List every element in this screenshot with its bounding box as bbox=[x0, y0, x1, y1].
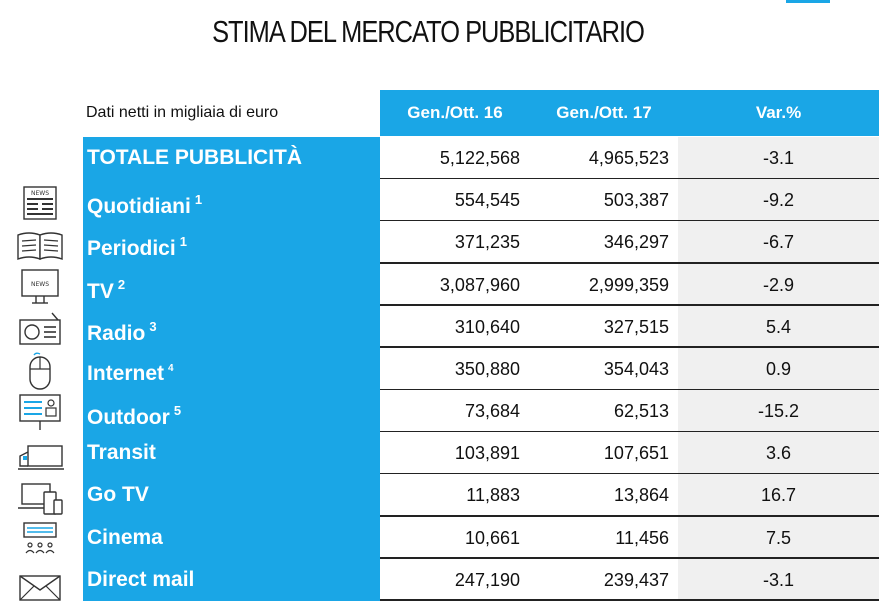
row-divider bbox=[380, 557, 879, 559]
table-row-quotidiani: Quotidiani 1 554,545 503,387 -9.2 bbox=[83, 179, 879, 222]
value-var: 7.5 bbox=[765, 527, 792, 548]
value-gen-ott-16: 554,545 bbox=[454, 190, 520, 211]
table-row-tv: TV 2 3,087,960 2,999,359 -2.9 bbox=[83, 264, 879, 306]
value-gen-ott-17: 13,864 bbox=[613, 485, 669, 506]
newspaper-icon: NEWS bbox=[23, 186, 57, 220]
row-divider bbox=[380, 515, 879, 517]
table-row-internet: Internet 4 350,880 354,043 0.9 bbox=[83, 348, 879, 391]
row-label: Transit bbox=[87, 441, 156, 465]
row-divider bbox=[380, 388, 879, 391]
open-magazine-icon bbox=[17, 232, 63, 260]
column-header-gen-ott-17: Gen./Ott. 17 bbox=[556, 103, 652, 122]
row-divider bbox=[380, 346, 879, 348]
value-gen-ott-16: 10,661 bbox=[464, 527, 520, 548]
row-label: Go TV bbox=[87, 483, 149, 507]
value-gen-ott-17: 346,297 bbox=[603, 232, 669, 253]
value-var: 5.4 bbox=[765, 316, 792, 337]
footnote-marker: 2 bbox=[117, 276, 126, 292]
value-gen-ott-17: 327,515 bbox=[603, 316, 669, 337]
value-var: 3.6 bbox=[765, 443, 792, 464]
envelope-icon bbox=[19, 575, 61, 601]
row-label: TV 2 bbox=[87, 276, 126, 303]
svg-text:NEWS: NEWS bbox=[31, 190, 49, 197]
footnote-marker: 1 bbox=[179, 234, 187, 250]
table-row-totale: TOTALE PUBBLICITÀ 5,122,568 4,965,523 -3… bbox=[83, 137, 879, 180]
table-row-direct-mail: Direct mail 247,190 239,437 -3.1 bbox=[83, 559, 879, 601]
top-accent-bar bbox=[786, 0, 830, 3]
page-title: STIMA DEL MERCATO PUBBLICITARIO bbox=[212, 14, 645, 49]
value-gen-ott-17: 62,513 bbox=[613, 401, 669, 422]
footnote-marker: 1 bbox=[194, 192, 203, 208]
row-label: Periodici 1 bbox=[87, 234, 187, 261]
row-label: TOTALE PUBBLICITÀ bbox=[87, 146, 303, 169]
table-row-transit: Transit 103,891 107,651 3.6 bbox=[83, 432, 879, 475]
value-var: -3.1 bbox=[762, 569, 795, 590]
label-column-band bbox=[83, 137, 380, 601]
footnote-marker: 3 bbox=[149, 318, 157, 334]
svg-text:NEWS: NEWS bbox=[31, 281, 49, 288]
value-gen-ott-17: 354,043 bbox=[603, 358, 669, 379]
value-var: -15.2 bbox=[757, 401, 800, 422]
value-gen-ott-17: 107,651 bbox=[603, 443, 669, 464]
row-divider bbox=[380, 219, 879, 222]
row-label: Cinema bbox=[87, 525, 163, 549]
value-gen-ott-16: 371,235 bbox=[454, 232, 520, 253]
value-gen-ott-16: 3,087,960 bbox=[439, 274, 520, 295]
devices-icon bbox=[18, 483, 63, 515]
value-gen-ott-17: 503,387 bbox=[603, 190, 669, 211]
value-var: -3.1 bbox=[762, 148, 795, 168]
row-divider bbox=[380, 262, 879, 264]
row-divider bbox=[380, 599, 879, 601]
value-var: -9.2 bbox=[762, 190, 795, 211]
value-var: 16.7 bbox=[760, 485, 797, 506]
row-divider bbox=[380, 472, 879, 475]
row-label: Direct mail bbox=[87, 567, 195, 591]
value-gen-ott-17: 2,999,359 bbox=[588, 274, 669, 295]
bus-icon bbox=[18, 445, 64, 470]
value-gen-ott-16: 5,122,568 bbox=[439, 148, 520, 168]
table-row-radio: Radio 3 310,640 327,515 5.4 bbox=[83, 306, 879, 348]
value-gen-ott-16: 310,640 bbox=[454, 316, 520, 337]
value-gen-ott-17: 4,965,523 bbox=[588, 148, 669, 168]
table-row-go-tv: Go TV 11,883 13,864 16.7 bbox=[83, 474, 879, 517]
table-header-band bbox=[380, 90, 879, 136]
value-var: -2.9 bbox=[762, 274, 795, 295]
table-row-cinema: Cinema 10,661 11,456 7.5 bbox=[83, 517, 879, 559]
billboard-icon bbox=[19, 394, 61, 430]
column-header-gen-ott-16: Gen./Ott. 16 bbox=[407, 103, 503, 122]
value-gen-ott-16: 73,684 bbox=[464, 401, 520, 422]
table-row-outdoor: Outdoor 5 73,684 62,513 -15.2 bbox=[83, 390, 879, 433]
table-row-periodici: Periodici 1 371,235 346,297 -6.7 bbox=[83, 221, 879, 264]
row-label: Internet 4 bbox=[87, 361, 174, 385]
table-subtitle: Dati netti in migliaia di euro bbox=[86, 104, 279, 121]
footnote-marker: 5 bbox=[173, 403, 182, 419]
row-divider bbox=[380, 177, 879, 180]
tv-icon: NEWS bbox=[21, 269, 59, 304]
row-label: Quotidiani 1 bbox=[87, 192, 203, 219]
value-gen-ott-16: 103,891 bbox=[454, 443, 520, 464]
row-divider bbox=[380, 430, 879, 433]
mouse-icon bbox=[29, 352, 51, 390]
cinema-icon bbox=[23, 522, 57, 554]
value-gen-ott-16: 350,880 bbox=[454, 358, 520, 379]
row-label: Outdoor 5 bbox=[87, 403, 182, 430]
data-table: TOTALE PUBBLICITÀ 5,122,568 4,965,523 -3… bbox=[83, 137, 879, 601]
variation-column-band bbox=[678, 137, 879, 601]
column-header-var: Var.% bbox=[755, 103, 802, 122]
row-label: Radio 3 bbox=[87, 318, 157, 345]
value-var: 0.9 bbox=[765, 358, 792, 379]
value-gen-ott-16: 11,883 bbox=[466, 485, 520, 506]
footnote-marker: 4 bbox=[168, 362, 174, 374]
radio-icon bbox=[19, 312, 61, 345]
value-gen-ott-17: 11,456 bbox=[615, 527, 669, 548]
value-var: -6.7 bbox=[762, 232, 795, 253]
value-gen-ott-16: 247,190 bbox=[454, 569, 520, 590]
value-gen-ott-17: 239,437 bbox=[603, 569, 669, 590]
row-divider bbox=[380, 304, 879, 306]
